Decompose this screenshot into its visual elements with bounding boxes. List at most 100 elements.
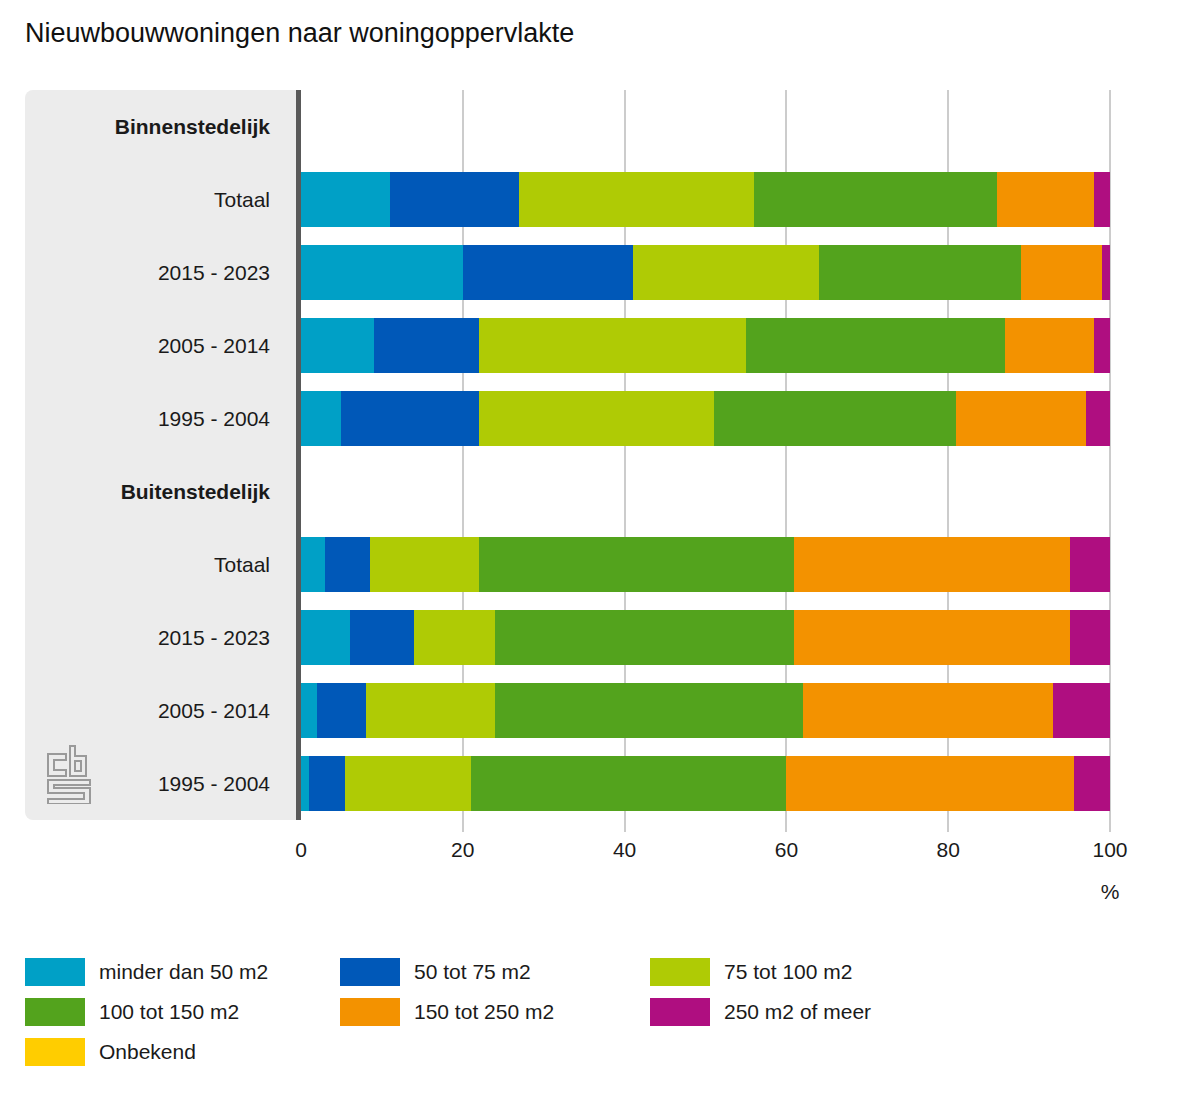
bar-segment-50-tot-75-m2[interactable] <box>325 537 369 592</box>
x-axis-unit-label: % <box>1080 880 1140 904</box>
group-header-label: Buitenstedelijk <box>25 455 270 528</box>
stacked-bar <box>301 245 1110 300</box>
bar-segment-100-tot-150-m2[interactable] <box>495 610 794 665</box>
stacked-bar <box>301 391 1110 446</box>
bar-segment-minder-dan-50-m2[interactable] <box>301 172 390 227</box>
stacked-bar <box>301 537 1110 592</box>
legend-item[interactable]: 100 tot 150 m2 <box>25 998 268 1026</box>
bar-segment-150-tot-250-m2[interactable] <box>1021 245 1102 300</box>
bar-segment-minder-dan-50-m2[interactable] <box>301 610 350 665</box>
bar-segment-50-tot-75-m2[interactable] <box>350 610 415 665</box>
legend-item[interactable]: 250 m2 of meer <box>650 998 871 1026</box>
bar-segment-50-tot-75-m2[interactable] <box>374 318 479 373</box>
bar-segment-100-tot-150-m2[interactable] <box>495 683 802 738</box>
legend-column: 50 tot 75 m2 150 tot 250 m2 <box>340 958 554 1038</box>
bar-row-label: 2005 - 2014 <box>25 674 270 747</box>
bar-segment-75-tot-100-m2[interactable] <box>370 537 479 592</box>
bar-segment-150-tot-250-m2[interactable] <box>786 756 1073 811</box>
chart-title: Nieuwbouwwoningen naar woningoppervlakte <box>25 18 574 49</box>
legend-label: minder dan 50 m2 <box>99 960 268 984</box>
bar-row: 2015 - 2023 <box>25 601 1113 674</box>
bar-segment-75-tot-100-m2[interactable] <box>366 683 495 738</box>
bar-segment-minder-dan-50-m2[interactable] <box>301 318 374 373</box>
bar-segment-150-tot-250-m2[interactable] <box>803 683 1054 738</box>
bar-segment-100-tot-150-m2[interactable] <box>471 756 787 811</box>
legend-swatch-icon <box>650 998 710 1026</box>
bar-row-label: Totaal <box>25 528 270 601</box>
x-tick-label-20: 20 <box>451 838 474 862</box>
bar-segment-minder-dan-50-m2[interactable] <box>301 756 309 811</box>
legend-swatch-icon <box>25 1038 85 1066</box>
x-tick-label-60: 60 <box>775 838 798 862</box>
bar-segment-150-tot-250-m2[interactable] <box>997 172 1094 227</box>
legend-item[interactable]: minder dan 50 m2 <box>25 958 268 986</box>
legend-item[interactable]: Onbekend <box>25 1038 268 1066</box>
bar-segment-75-tot-100-m2[interactable] <box>519 172 754 227</box>
stacked-bar <box>301 172 1110 227</box>
legend-swatch-icon <box>25 958 85 986</box>
bar-segment-75-tot-100-m2[interactable] <box>479 391 714 446</box>
bar-segment-150-tot-250-m2[interactable] <box>956 391 1085 446</box>
x-tick-label-0: 0 <box>295 838 307 862</box>
legend-label: 150 tot 250 m2 <box>414 1000 554 1024</box>
bar-row-label: 2015 - 2023 <box>25 601 270 674</box>
legend-label: 50 tot 75 m2 <box>414 960 531 984</box>
bar-segment-50-tot-75-m2[interactable] <box>317 683 366 738</box>
bar-rows-container: BinnenstedelijkTotaal2015 - 20232005 - 2… <box>25 90 1113 820</box>
legend-item[interactable]: 150 tot 250 m2 <box>340 998 554 1026</box>
bar-segment-250-m2-of-meer[interactable] <box>1074 756 1110 811</box>
bar-segment-75-tot-100-m2[interactable] <box>479 318 746 373</box>
bar-segment-250-m2-of-meer[interactable] <box>1086 391 1110 446</box>
legend-swatch-icon <box>650 958 710 986</box>
bar-row: Totaal <box>25 528 1113 601</box>
bar-segment-100-tot-150-m2[interactable] <box>714 391 957 446</box>
bar-segment-150-tot-250-m2[interactable] <box>794 537 1069 592</box>
legend-label: 75 tot 100 m2 <box>724 960 852 984</box>
bar-segment-150-tot-250-m2[interactable] <box>794 610 1069 665</box>
bar-segment-250-m2-of-meer[interactable] <box>1053 683 1110 738</box>
bar-row: 2005 - 2014 <box>25 674 1113 747</box>
bar-segment-50-tot-75-m2[interactable] <box>341 391 479 446</box>
x-tick-label-80: 80 <box>937 838 960 862</box>
bar-segment-75-tot-100-m2[interactable] <box>345 756 470 811</box>
bar-segment-100-tot-150-m2[interactable] <box>819 245 1021 300</box>
bar-segment-100-tot-150-m2[interactable] <box>754 172 997 227</box>
group-header-label: Binnenstedelijk <box>25 90 270 163</box>
legend-item[interactable]: 75 tot 100 m2 <box>650 958 871 986</box>
bar-row-label: 1995 - 2004 <box>25 382 270 455</box>
bar-segment-minder-dan-50-m2[interactable] <box>301 683 317 738</box>
bar-segment-75-tot-100-m2[interactable] <box>414 610 495 665</box>
bar-segment-250-m2-of-meer[interactable] <box>1094 172 1110 227</box>
x-tick-label-40: 40 <box>613 838 636 862</box>
bar-row: 1995 - 2004 <box>25 382 1113 455</box>
group-header-row: Buitenstedelijk <box>25 455 1113 528</box>
legend-column: minder dan 50 m2 100 tot 150 m2 Onbekend <box>25 958 268 1078</box>
bar-segment-minder-dan-50-m2[interactable] <box>301 537 325 592</box>
bar-segment-minder-dan-50-m2[interactable] <box>301 245 463 300</box>
bar-segment-100-tot-150-m2[interactable] <box>746 318 1005 373</box>
bar-segment-50-tot-75-m2[interactable] <box>309 756 345 811</box>
cbs-logo-icon <box>44 742 94 804</box>
legend-swatch-icon <box>340 958 400 986</box>
bar-segment-250-m2-of-meer[interactable] <box>1070 610 1110 665</box>
bar-segment-250-m2-of-meer[interactable] <box>1102 245 1110 300</box>
bar-row-label: 2005 - 2014 <box>25 309 270 382</box>
bar-row: 2005 - 2014 <box>25 309 1113 382</box>
stacked-bar <box>301 610 1110 665</box>
bar-segment-minder-dan-50-m2[interactable] <box>301 391 341 446</box>
bar-segment-50-tot-75-m2[interactable] <box>390 172 519 227</box>
x-axis-ticks: 020406080100 <box>301 838 1110 868</box>
bar-segment-250-m2-of-meer[interactable] <box>1070 537 1110 592</box>
bar-segment-250-m2-of-meer[interactable] <box>1094 318 1110 373</box>
bar-row-label: Totaal <box>25 163 270 236</box>
legend-swatch-icon <box>340 998 400 1026</box>
bar-segment-150-tot-250-m2[interactable] <box>1005 318 1094 373</box>
legend-swatch-icon <box>25 998 85 1026</box>
x-tick-label-100: 100 <box>1092 838 1127 862</box>
bar-segment-75-tot-100-m2[interactable] <box>633 245 819 300</box>
legend-label: 100 tot 150 m2 <box>99 1000 239 1024</box>
bar-segment-50-tot-75-m2[interactable] <box>463 245 633 300</box>
bar-row-label: 2015 - 2023 <box>25 236 270 309</box>
bar-segment-100-tot-150-m2[interactable] <box>479 537 795 592</box>
legend-item[interactable]: 50 tot 75 m2 <box>340 958 554 986</box>
